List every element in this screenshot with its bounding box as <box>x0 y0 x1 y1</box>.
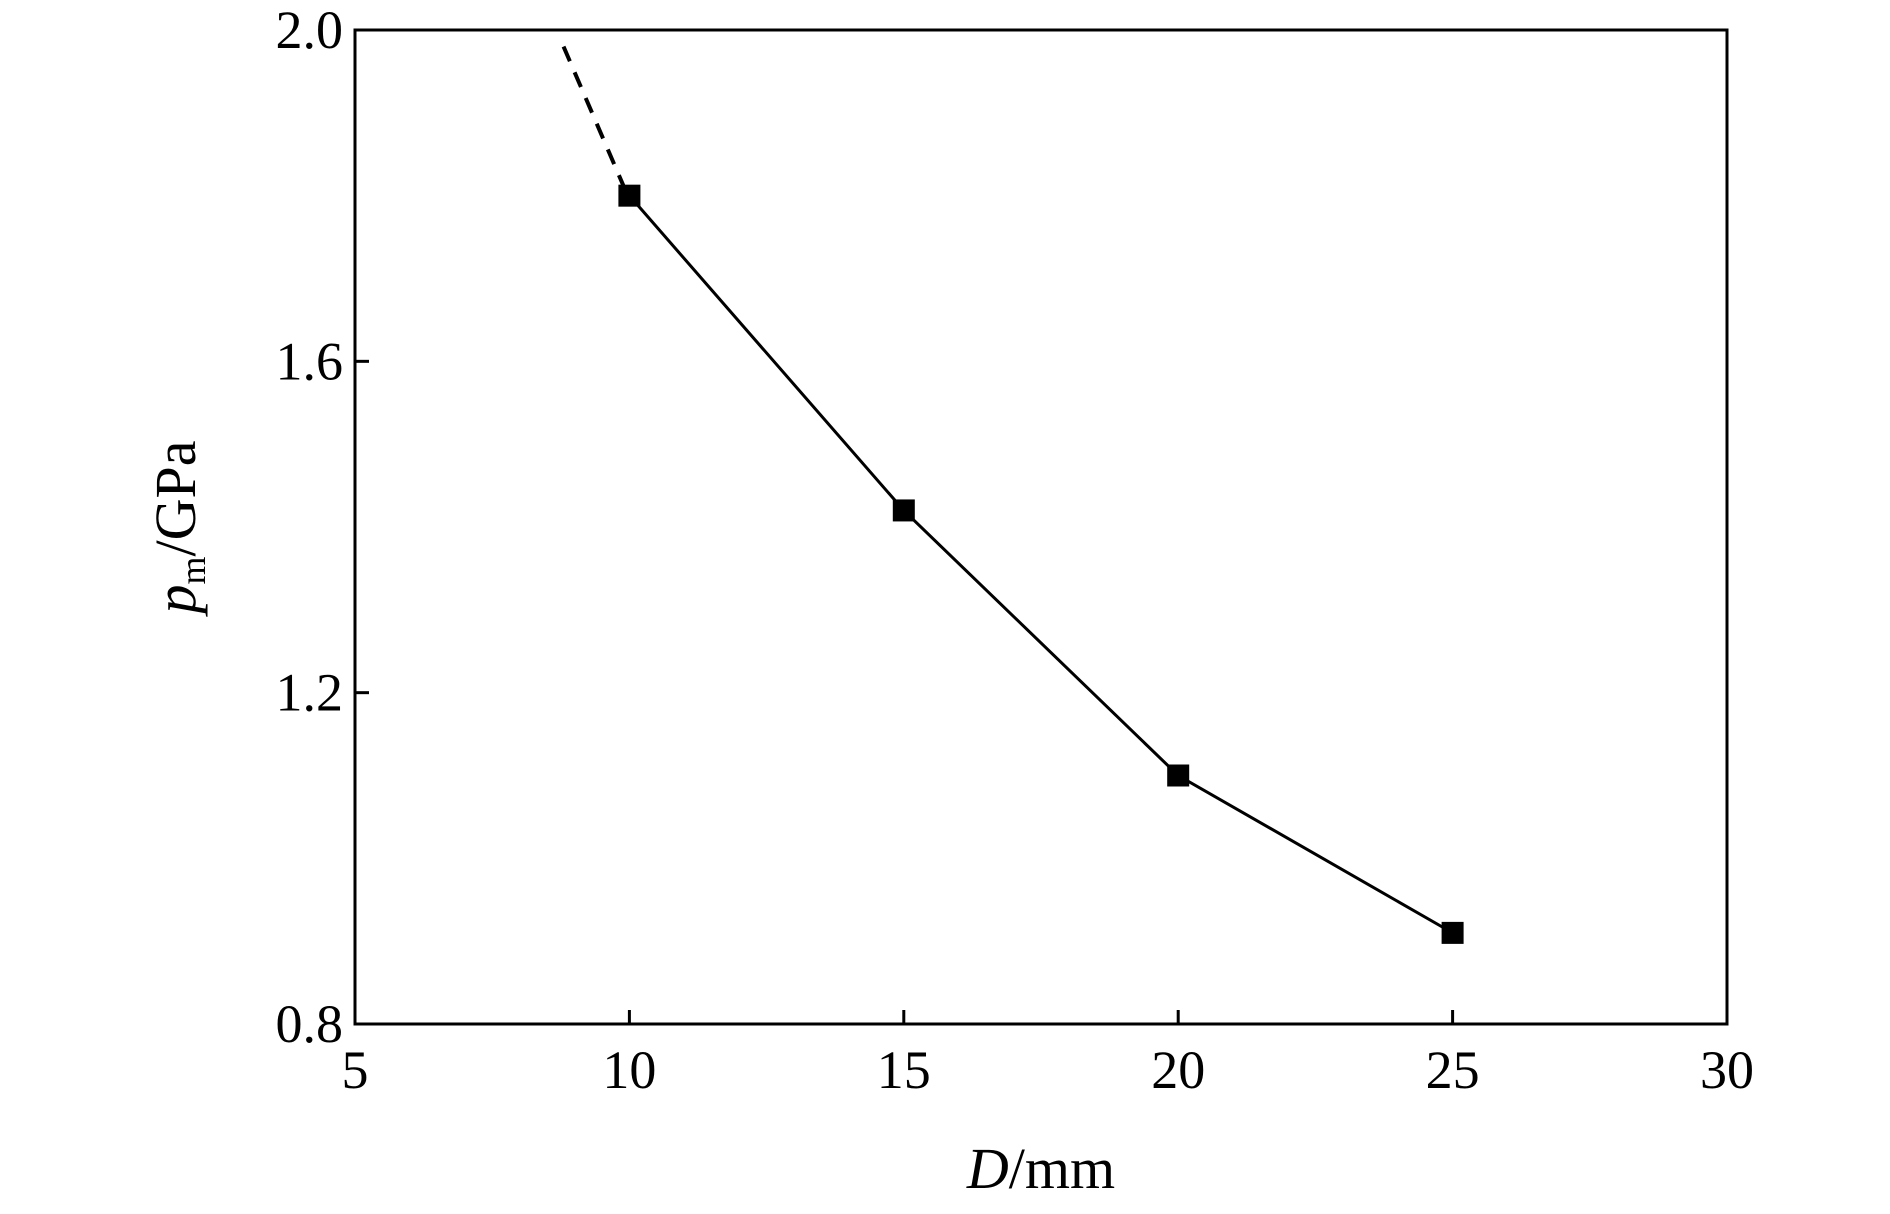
x-tick-label: 10 <box>602 1040 656 1100</box>
extrapolation-line <box>561 45 626 187</box>
plot-frame <box>353 28 1729 1026</box>
y-axis-unit: /GPa <box>143 440 208 556</box>
y-axis-variable: p <box>143 585 208 618</box>
data-point-marker <box>618 184 641 207</box>
x-tick-label: 15 <box>877 1040 931 1100</box>
x-axis-unit: /mm <box>1009 1136 1115 1201</box>
y-axis-subscript: m <box>173 556 213 584</box>
x-tick-label: 5 <box>342 1040 369 1100</box>
y-tick-label: 1.2 <box>276 663 344 723</box>
series-layer <box>561 45 1464 944</box>
y-axis-ticks: 0.8 1.2 1.6 2.0 <box>276 0 369 1054</box>
y-tick-label: 1.6 <box>276 331 344 391</box>
series-line <box>628 194 1454 935</box>
y-axis-title: pm/GPa <box>143 440 213 617</box>
y-tick-label: 2.0 <box>276 0 344 60</box>
x-tick-label: 20 <box>1151 1040 1205 1100</box>
x-axis-title: D/mm <box>966 1136 1115 1201</box>
x-tick-label: 30 <box>1700 1040 1754 1100</box>
x-axis-variable: D <box>966 1136 1009 1201</box>
x-tick-label: 25 <box>1426 1040 1480 1100</box>
data-point-marker <box>892 499 915 522</box>
data-point-marker <box>1167 764 1190 787</box>
y-tick-label: 0.8 <box>276 994 344 1054</box>
x-axis-ticks: 5 10 15 20 25 30 <box>342 1010 1754 1100</box>
data-point-marker <box>1441 921 1464 944</box>
